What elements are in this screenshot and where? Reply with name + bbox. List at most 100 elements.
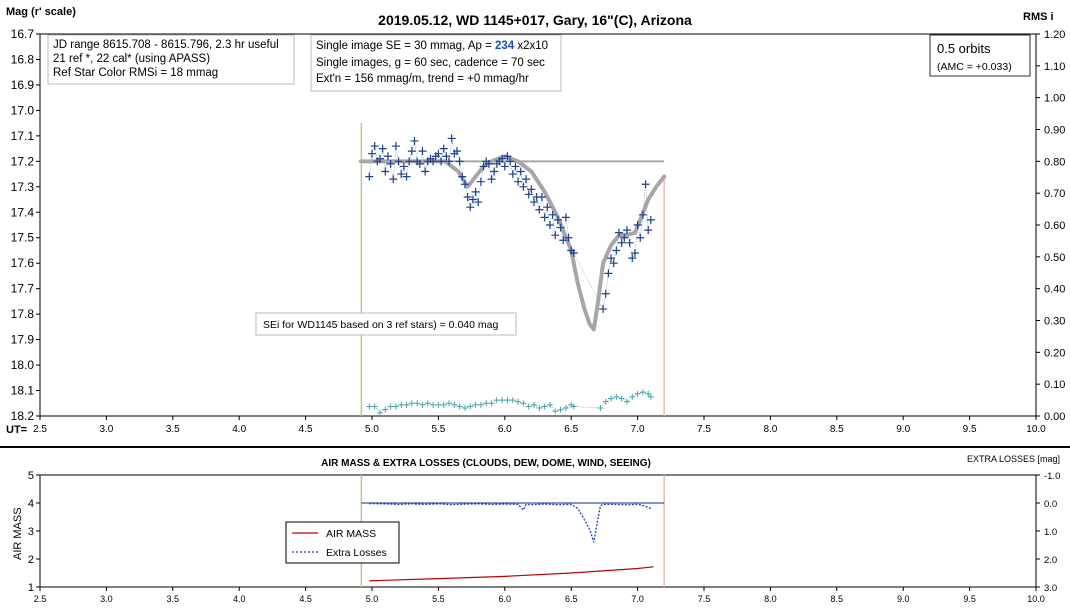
- data-point: [415, 159, 424, 168]
- data-point: [468, 195, 477, 204]
- top-y2-tick-label: 0.20: [1044, 347, 1065, 359]
- data-point: [452, 147, 461, 156]
- data-point: [389, 175, 398, 184]
- bottom-legend: AIR MASS Extra Losses: [285, 521, 400, 564]
- data-point: [405, 157, 414, 166]
- rms-point: [461, 405, 468, 412]
- data-point: [500, 162, 509, 171]
- top-y-tick-label: 17.5: [11, 231, 35, 245]
- top-x-tick-label: 5.5: [431, 424, 445, 435]
- data-point: [511, 162, 520, 171]
- data-point: [378, 144, 387, 153]
- top-x-tick-label: 9.0: [896, 424, 910, 435]
- rms-point: [570, 403, 577, 410]
- data-point: [625, 238, 634, 247]
- bottom-x-tick-label: 3.0: [100, 594, 113, 604]
- data-point: [553, 215, 562, 224]
- sei-note: SEi for WD1145 based on 3 ref stars) = 0…: [263, 319, 498, 331]
- top-x-tick-label: 2.5: [33, 424, 47, 435]
- sei-note-box: SEi for WD1145 based on 3 ref stars) = 0…: [255, 312, 517, 336]
- rms-point: [366, 403, 373, 410]
- orbits-count: 0.5 orbits: [937, 41, 991, 56]
- data-point: [479, 162, 488, 171]
- data-point: [397, 170, 406, 179]
- top-y2-tick-label: 0.10: [1044, 379, 1065, 391]
- data-point: [368, 149, 376, 158]
- bottom-y-tick-label: 4: [28, 498, 34, 510]
- bottom-x-tick-label: 7.0: [631, 594, 644, 604]
- rms-point: [623, 398, 630, 405]
- data-point: [498, 154, 507, 163]
- top-y-tick-label: 17.1: [11, 129, 35, 143]
- top-x-tick-label: 7.0: [631, 424, 645, 435]
- rms-point: [483, 400, 490, 407]
- top-y-tick-label: 17.9: [11, 333, 35, 347]
- data-point: [556, 223, 565, 232]
- data-point: [365, 172, 374, 181]
- data-point: [370, 142, 379, 151]
- data-point: [646, 215, 655, 224]
- info-line-cadence: Single images, g = 60 sec, cadence = 70 …: [316, 57, 545, 69]
- top-y-tick-label: 16.8: [11, 52, 35, 66]
- top-x-tick-label: 7.5: [697, 424, 711, 435]
- data-point: [615, 228, 624, 237]
- rms-point: [419, 401, 426, 408]
- data-point: [620, 233, 629, 242]
- top-x-tick-label: 9.5: [963, 424, 977, 435]
- rms-point: [371, 403, 378, 410]
- data-point: [641, 180, 650, 189]
- top-y-tick-label: 17.6: [11, 256, 35, 270]
- data-point: [421, 167, 430, 176]
- bottom-x-tick-label: 4.5: [299, 594, 312, 604]
- data-point: [601, 289, 610, 298]
- bottom-y2-tick-label: 0.0: [1044, 499, 1057, 510]
- bottom-x-tick-label: 8.5: [831, 594, 844, 604]
- data-point: [455, 157, 464, 166]
- bottom-x-tick-label: 8.0: [764, 594, 777, 604]
- info-box-run: JD range 8615.708 - 8615.796, 2.3 hr use…: [47, 34, 295, 85]
- rms-point: [446, 400, 453, 407]
- rms-point: [499, 397, 506, 404]
- top-y-tick-label: 18.2: [11, 409, 35, 423]
- rms-point: [403, 401, 410, 408]
- top-y2-tick-label: 0.60: [1044, 220, 1065, 232]
- top-y-tick-label: 18.0: [11, 358, 35, 372]
- top-y-tick-label: 17.0: [11, 103, 35, 117]
- bottom-y2-tick-label: -1.0: [1044, 471, 1060, 482]
- data-point: [569, 249, 578, 258]
- top-y2-axis-label: RMS i: [1023, 11, 1054, 23]
- rms-point: [613, 393, 620, 400]
- data-point: [522, 175, 531, 184]
- top-y2-tick-label: 0.50: [1044, 252, 1065, 264]
- top-y-tick-label: 16.9: [11, 78, 35, 92]
- data-point: [524, 190, 533, 199]
- top-y-tick-label: 18.1: [11, 384, 35, 398]
- top-y2-tick-label: 0.80: [1044, 156, 1065, 168]
- top-y-tick-label: 17.2: [11, 154, 35, 168]
- data-point: [508, 170, 517, 179]
- info-aperture-value: 234: [495, 40, 515, 52]
- bottom-y-tick-label: 2: [28, 554, 34, 566]
- data-point: [630, 249, 639, 258]
- data-point: [638, 210, 647, 219]
- rms-point: [520, 400, 527, 407]
- data-point: [471, 187, 480, 196]
- bottom-y-tick-label: 5: [28, 470, 34, 482]
- top-y2-tick-label: 0.00: [1044, 411, 1065, 423]
- data-point: [561, 213, 570, 222]
- data-point: [548, 210, 557, 219]
- rms-point: [493, 397, 500, 404]
- rms-point: [472, 401, 479, 408]
- data-point: [442, 152, 451, 161]
- info-line-se: Single image SE = 30 mmag, Ap = 234 x2x1…: [316, 40, 548, 52]
- data-point: [527, 185, 536, 194]
- data-point: [612, 246, 621, 255]
- rms-point: [608, 395, 615, 402]
- bottom-y2-tick-label: 3.0: [1044, 583, 1057, 594]
- data-point: [458, 172, 467, 181]
- bottom-x-tick-label: 9.5: [963, 594, 976, 604]
- data-point: [402, 172, 411, 181]
- rms-point: [509, 397, 516, 404]
- data-point: [545, 221, 554, 229]
- data-point: [391, 142, 400, 151]
